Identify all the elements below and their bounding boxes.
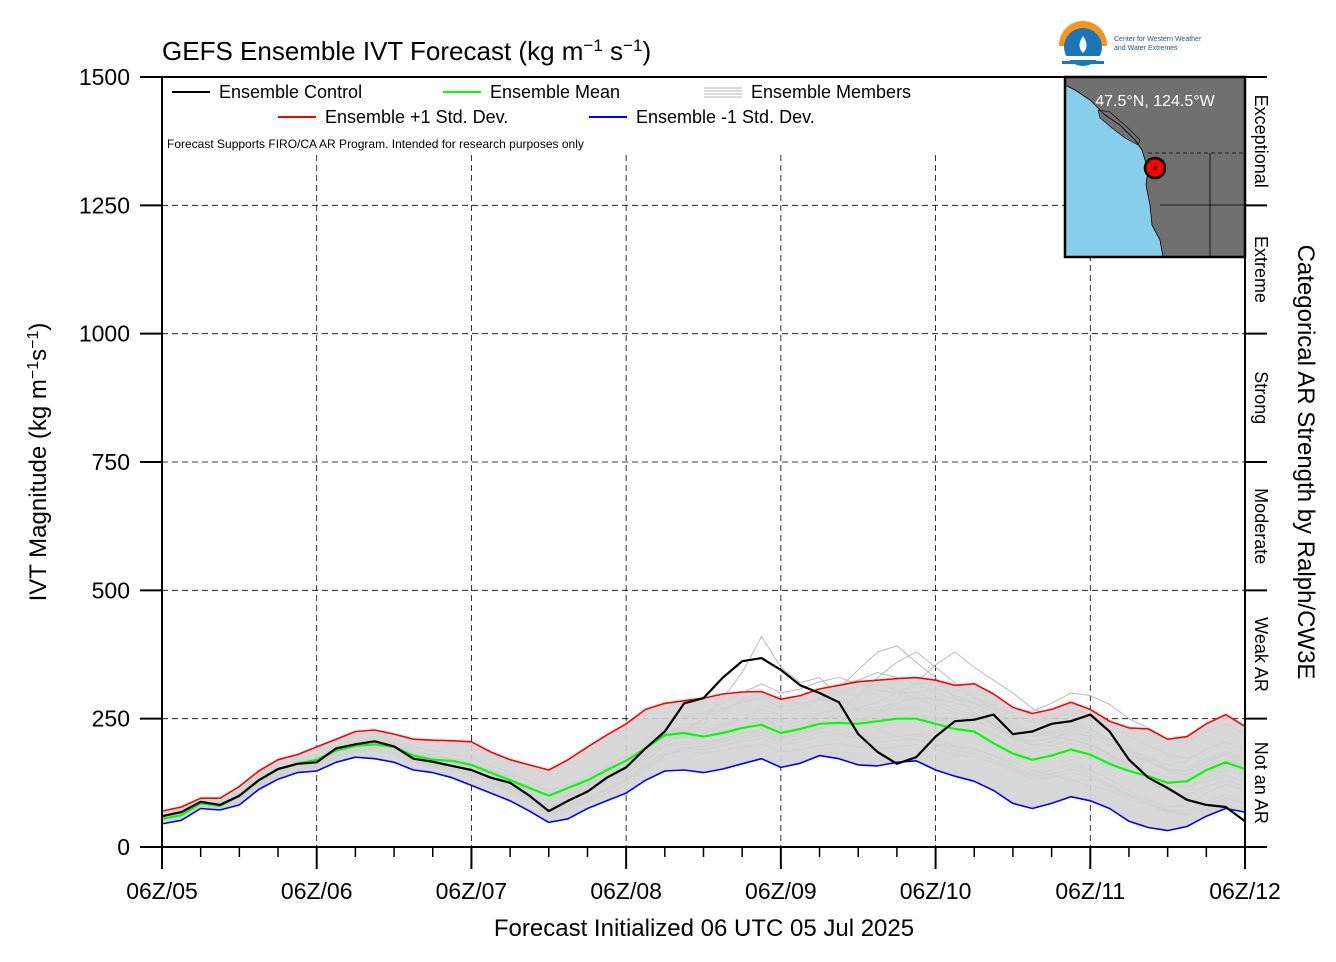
x-tick-label-5: 06Z/10 — [900, 878, 972, 904]
y-tick-label-0: 0 — [117, 834, 130, 860]
x-tick-label-1: 06Z/06 — [281, 878, 353, 904]
series-line-ensemble-mean — [161, 717, 1246, 820]
category-label-weak-ar: Weak AR — [1251, 617, 1271, 692]
inset-coordinate-label: 47.5°N, 124.5°W — [1095, 93, 1215, 110]
legend-label-mean: Ensemble Mean — [490, 82, 620, 102]
logo-line2: and Water Extremes — [1114, 45, 1178, 52]
y-tick-label-1250: 1250 — [79, 192, 130, 218]
y-tick-label-1500: 1500 — [79, 64, 130, 90]
axes-layer: 0 250 500 750 1000 1250 1500 06Z/05 06Z/06 06Z/07… — [79, 64, 1281, 904]
y-tick-label-750: 750 — [92, 449, 130, 475]
legend-label-members: Ensemble Members — [751, 82, 911, 102]
legend-label-minus-std: Ensemble -1 Std. Dev. — [636, 107, 815, 127]
x-tick-label-0: 06Z/05 — [126, 878, 198, 904]
inset-island — [1097, 109, 1141, 146]
x-tick-label-7: 06Z/12 — [1209, 878, 1281, 904]
series-layer — [161, 657, 1246, 832]
x-axis-label: Forecast Initialized 06 UTC 05 Jul 2025 — [494, 915, 914, 942]
category-label-not-an-ar: Not an AR — [1251, 742, 1271, 824]
right-axis-label: Categorical AR Strength by Ralph/CW3E — [1292, 245, 1319, 680]
logo-drop-icon — [1079, 36, 1087, 53]
legend-label-control: Ensemble Control — [219, 82, 362, 102]
x-tick-label-4: 06Z/09 — [745, 878, 817, 904]
category-label-exceptional: Exceptional — [1251, 95, 1271, 188]
category-label-moderate: Moderate — [1251, 488, 1271, 564]
category-label-strong: Strong — [1251, 371, 1271, 424]
x-tick-label-2: 06Z/07 — [436, 878, 508, 904]
cw3e-logo: Center for Western Weather and Water Ext… — [1059, 21, 1202, 70]
series-line-ensemble-control — [161, 657, 1246, 823]
y-tick-label-250: 250 — [92, 706, 130, 732]
std-band-layer — [162, 677, 1245, 831]
inset-map: 47.5°N, 124.5°W — [1063, 75, 1247, 259]
legend-label-plus-std: Ensemble +1 Std. Dev. — [325, 107, 508, 127]
y-tick-label-1000: 1000 — [79, 321, 130, 347]
category-label-extreme: Extreme — [1251, 236, 1271, 303]
logo-line1: Center for Western Weather — [1114, 36, 1202, 43]
legend-swatch-members — [704, 87, 742, 98]
x-tick-label-6: 06Z/11 — [1055, 878, 1125, 904]
x-tick-label-3: 06Z/08 — [590, 878, 662, 904]
std-dev-band — [162, 677, 1245, 831]
series-line-ensemble-1-std-dev- — [161, 754, 1246, 832]
y-axis-label: IVT Magnitude (kg m−1s−1) — [25, 323, 53, 602]
chart-title: GEFS Ensemble IVT Forecast (kg m−1 s−1) — [162, 36, 651, 67]
research-note: Forecast Supports FIRO/CA AR Program. In… — [167, 137, 584, 151]
y-tick-label-500: 500 — [92, 577, 130, 603]
legend: Ensemble Control Ensemble Mean Ensemble … — [167, 82, 911, 151]
